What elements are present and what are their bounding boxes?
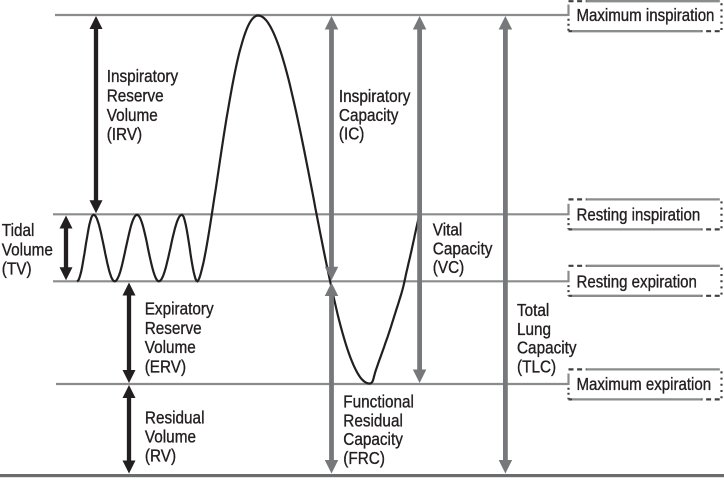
svg-text:(IRV): (IRV) <box>107 125 142 144</box>
svg-text:Capacity: Capacity <box>433 239 493 258</box>
svg-text:Maximum expiration: Maximum expiration <box>577 375 712 394</box>
svg-text:(ERV): (ERV) <box>145 358 186 377</box>
svg-text:Total: Total <box>517 301 549 320</box>
svg-text:Residual: Residual <box>145 408 205 427</box>
svg-text:Resting inspiration: Resting inspiration <box>577 205 701 224</box>
svg-text:Reserve: Reserve <box>145 319 202 338</box>
svg-text:Maximum inspiration: Maximum inspiration <box>577 6 715 25</box>
svg-text:(RV): (RV) <box>145 446 176 465</box>
svg-text:Volume: Volume <box>145 338 196 357</box>
svg-text:(VC): (VC) <box>433 258 464 277</box>
svg-text:(IC): (IC) <box>339 125 365 144</box>
svg-text:Tidal: Tidal <box>2 221 35 240</box>
svg-text:Capacity: Capacity <box>339 106 399 125</box>
svg-text:Functional: Functional <box>343 393 414 412</box>
svg-text:Volume: Volume <box>107 106 158 125</box>
svg-text:(FRC): (FRC) <box>343 449 385 468</box>
svg-text:Volume: Volume <box>2 240 53 259</box>
svg-text:Capacity: Capacity <box>343 430 403 449</box>
svg-text:(TLC): (TLC) <box>517 357 556 376</box>
svg-text:Lung: Lung <box>517 320 551 339</box>
svg-text:Reserve: Reserve <box>107 86 164 105</box>
svg-text:(TV): (TV) <box>2 260 32 279</box>
svg-text:Expiratory: Expiratory <box>145 299 215 318</box>
svg-text:Volume: Volume <box>145 427 196 446</box>
svg-text:Vital: Vital <box>433 221 463 240</box>
svg-text:Residual: Residual <box>343 411 403 430</box>
svg-text:Capacity: Capacity <box>517 339 577 358</box>
svg-text:Inspiratory: Inspiratory <box>107 67 179 86</box>
svg-text:Inspiratory: Inspiratory <box>339 87 411 106</box>
svg-text:Resting expiration: Resting expiration <box>577 272 697 291</box>
